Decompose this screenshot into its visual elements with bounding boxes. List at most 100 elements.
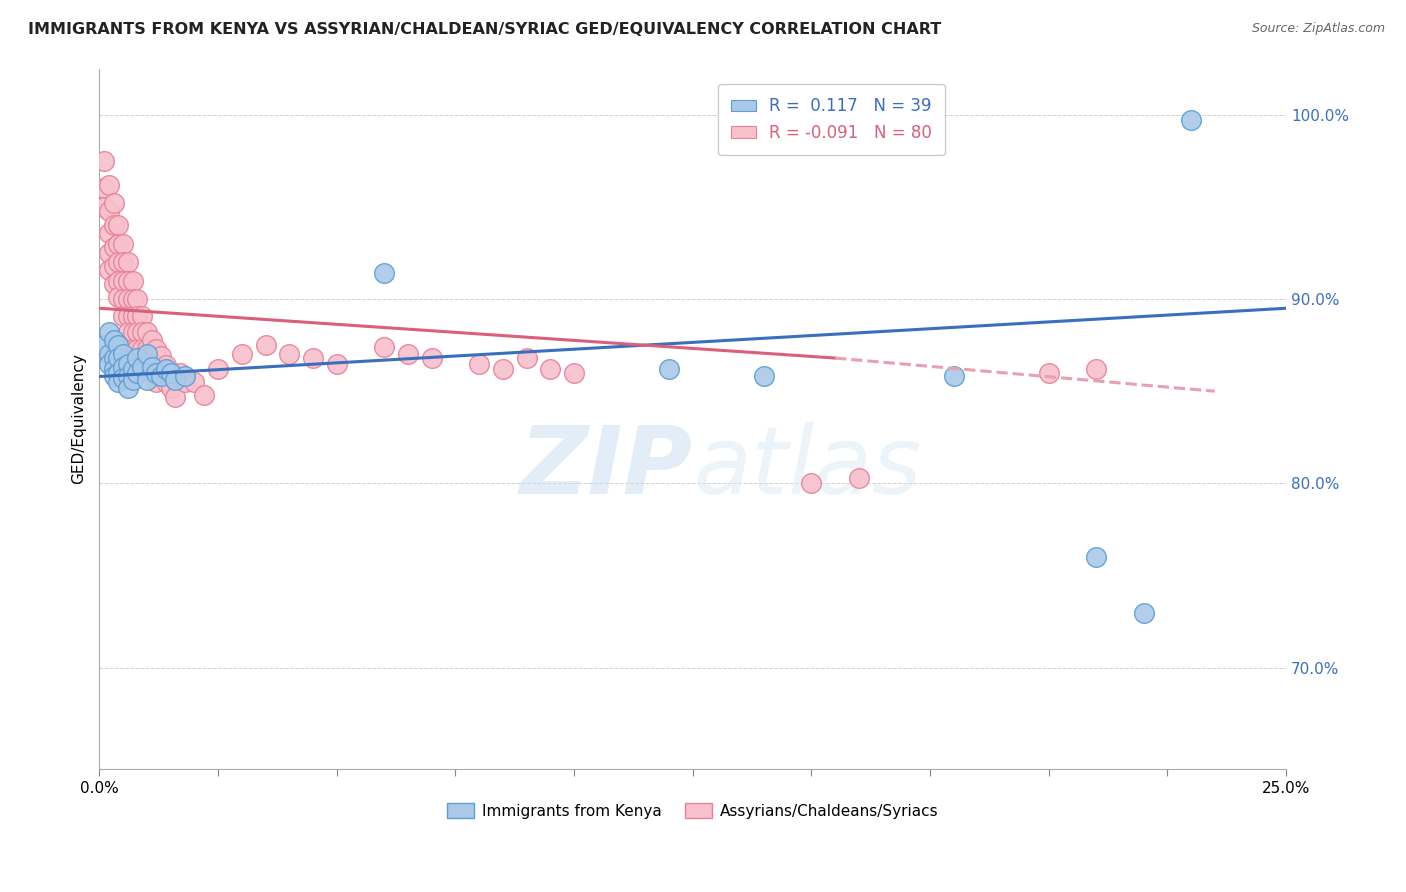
Point: [254, 338, 277, 352]
Point: [117, 380, 139, 394]
Point: [112, 236, 135, 251]
Point: [1132, 606, 1154, 620]
Point: [150, 366, 173, 380]
Point: [150, 349, 173, 363]
Point: [127, 342, 149, 356]
Point: [155, 359, 177, 373]
Point: [373, 266, 395, 280]
Point: [562, 366, 585, 380]
Text: Source: ZipAtlas.com: Source: ZipAtlas.com: [1251, 22, 1385, 36]
Point: [121, 362, 143, 376]
Point: [103, 277, 125, 292]
Point: [117, 325, 139, 339]
Point: [127, 325, 149, 339]
Point: [97, 357, 120, 371]
Point: [150, 369, 173, 384]
Point: [141, 366, 163, 380]
Point: [135, 359, 157, 373]
Point: [117, 255, 139, 269]
Point: [468, 357, 491, 371]
Point: [93, 153, 115, 168]
Point: [107, 375, 129, 389]
Point: [159, 366, 181, 380]
Point: [112, 347, 135, 361]
Point: [848, 471, 870, 485]
Point: [103, 369, 125, 384]
Point: [107, 219, 129, 233]
Point: [516, 351, 538, 365]
Point: [800, 476, 823, 491]
Point: [97, 178, 120, 192]
Point: [107, 338, 129, 352]
Point: [131, 309, 153, 323]
Point: [752, 369, 775, 384]
Point: [112, 292, 135, 306]
Point: [93, 338, 115, 352]
Legend: Immigrants from Kenya, Assyrians/Chaldeans/Syriacs: Immigrants from Kenya, Assyrians/Chaldea…: [441, 797, 945, 825]
Point: [141, 349, 163, 363]
Point: [121, 309, 143, 323]
Point: [97, 203, 120, 218]
Point: [326, 357, 349, 371]
Point: [121, 274, 143, 288]
Point: [135, 342, 157, 356]
Point: [131, 325, 153, 339]
Point: [127, 292, 149, 306]
Point: [121, 292, 143, 306]
Point: [117, 357, 139, 371]
Point: [107, 236, 129, 251]
Point: [165, 373, 187, 387]
Point: [103, 196, 125, 211]
Point: [107, 290, 129, 304]
Point: [107, 351, 129, 365]
Point: [145, 359, 167, 373]
Point: [117, 309, 139, 323]
Point: [173, 369, 195, 384]
Point: [145, 375, 167, 389]
Point: [193, 388, 215, 402]
Point: [103, 240, 125, 254]
Point: [97, 246, 120, 260]
Point: [103, 333, 125, 347]
Point: [207, 362, 229, 376]
Point: [131, 360, 153, 375]
Point: [121, 373, 143, 387]
Point: [159, 366, 181, 380]
Point: [117, 274, 139, 288]
Point: [396, 347, 419, 361]
Point: [165, 390, 187, 404]
Point: [117, 369, 139, 384]
Point: [112, 371, 135, 385]
Text: ZIP: ZIP: [520, 422, 693, 514]
Point: [93, 181, 115, 195]
Point: [107, 255, 129, 269]
Text: atlas: atlas: [693, 423, 921, 514]
Point: [155, 362, 177, 376]
Point: [492, 362, 515, 376]
Point: [165, 373, 187, 387]
Point: [1180, 113, 1202, 128]
Point: [112, 255, 135, 269]
Point: [93, 200, 115, 214]
Point: [103, 219, 125, 233]
Point: [127, 309, 149, 323]
Point: [112, 309, 135, 323]
Point: [159, 380, 181, 394]
Point: [135, 325, 157, 339]
Point: [135, 373, 157, 387]
Point: [97, 226, 120, 240]
Point: [141, 360, 163, 375]
Point: [231, 347, 253, 361]
Point: [145, 342, 167, 356]
Point: [131, 342, 153, 356]
Point: [1085, 362, 1108, 376]
Point: [173, 375, 195, 389]
Point: [278, 347, 301, 361]
Point: [103, 362, 125, 376]
Y-axis label: GED/Equivalency: GED/Equivalency: [72, 353, 86, 484]
Point: [169, 366, 191, 380]
Point: [127, 351, 149, 365]
Point: [121, 325, 143, 339]
Text: IMMIGRANTS FROM KENYA VS ASSYRIAN/CHALDEAN/SYRIAC GED/EQUIVALENCY CORRELATION CH: IMMIGRANTS FROM KENYA VS ASSYRIAN/CHALDE…: [28, 22, 942, 37]
Point: [107, 366, 129, 380]
